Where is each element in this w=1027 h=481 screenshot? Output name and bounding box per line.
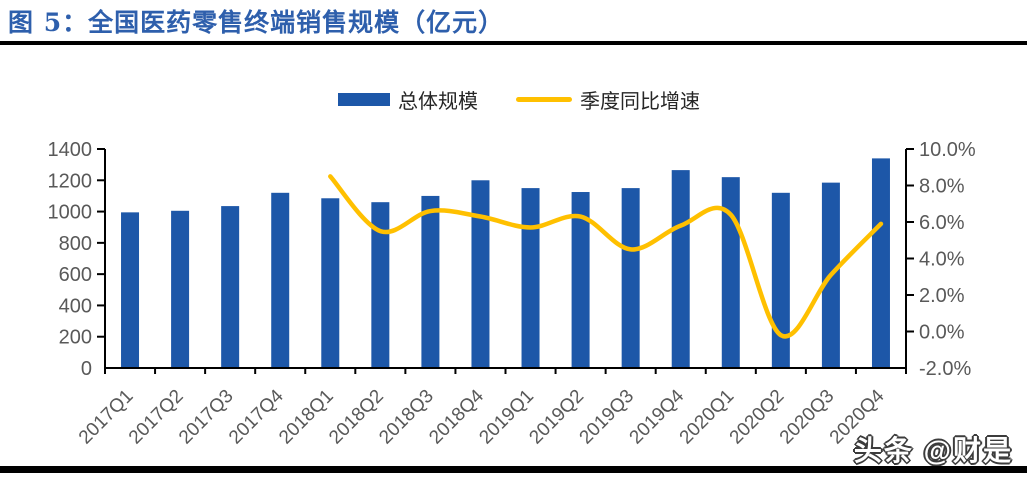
x-axis-category-label: 2019Q3: [576, 386, 639, 449]
right-axis-tick-label: 8.0%: [919, 176, 965, 198]
figure-title: 图 5：全国医药零售终端销售规模（亿元）: [8, 8, 505, 37]
x-axis-category-label: 2017Q1: [75, 386, 138, 449]
x-axis-category-label: 2017Q4: [225, 385, 288, 448]
x-axis-category-label: 2018Q1: [275, 386, 338, 449]
left-axis-tick-label: 800: [59, 233, 92, 255]
bar-2019Q4: [671, 170, 690, 368]
legend-line-label: 季度同比增速: [580, 88, 700, 113]
x-axis-category-label: 2019Q2: [525, 386, 588, 449]
bar-2020Q2: [771, 192, 790, 368]
x-axis-category-label: 2019Q1: [475, 386, 538, 449]
bar-2020Q4: [871, 158, 890, 368]
x-axis-category-label: 2019Q4: [626, 385, 689, 448]
left-axis-tick-label: 1000: [48, 202, 93, 224]
bar-2017Q3: [221, 206, 240, 368]
bar-2018Q4: [471, 180, 490, 368]
bar-2017Q4: [271, 192, 290, 368]
left-axis-tick-label: 400: [59, 295, 92, 317]
right-axis-tick-label: 0.0%: [919, 322, 965, 344]
growth-line: [328, 174, 884, 339]
left-axis-tick-label: 200: [59, 327, 92, 349]
right-axis-tick-label: -2.0%: [919, 358, 971, 380]
left-axis-tick-label: 1400: [48, 139, 93, 161]
chart-legend: 总体规模 季度同比增速: [338, 88, 700, 113]
x-axis-category-label: 2017Q3: [175, 386, 238, 449]
bar-2018Q1: [321, 198, 340, 368]
bar-2017Q1: [121, 212, 140, 368]
bar-2018Q3: [421, 195, 440, 368]
legend-bar-label: 总体规模: [398, 88, 478, 113]
x-axis-category-label: 2020Q3: [776, 386, 839, 449]
legend-line-swatch-icon: [516, 96, 572, 102]
legend-bar-swatch-icon: [338, 92, 390, 106]
title-divider: [0, 41, 1027, 45]
bottom-divider: [0, 466, 1027, 473]
right-axis-tick-label: 2.0%: [919, 285, 965, 307]
right-axis-tick-label: 10.0%: [919, 139, 976, 161]
left-axis-tick-label: 1200: [48, 170, 93, 192]
bar-2019Q1: [521, 188, 540, 368]
x-axis-category-label: 2020Q2: [726, 386, 789, 449]
watermark: 头条 @财是: [853, 435, 1013, 466]
x-axis-category-label: 2018Q4: [425, 385, 488, 448]
x-axis-category-label: 2017Q2: [125, 386, 188, 449]
bar-2017Q2: [171, 210, 190, 368]
left-axis-tick-label: 0: [81, 358, 92, 380]
bar-2020Q1: [721, 177, 740, 368]
right-axis-tick-label: 6.0%: [919, 212, 965, 234]
x-axis-category-label: 2020Q1: [676, 386, 739, 449]
left-axis-tick-label: 600: [59, 264, 92, 286]
x-axis-category-label: 2018Q3: [375, 386, 438, 449]
bar-2019Q3: [621, 188, 640, 368]
right-axis-tick-label: 4.0%: [919, 249, 965, 271]
bar-2018Q2: [371, 202, 390, 368]
x-axis-category-label: 2018Q2: [325, 386, 388, 449]
bar-2019Q2: [571, 192, 590, 368]
